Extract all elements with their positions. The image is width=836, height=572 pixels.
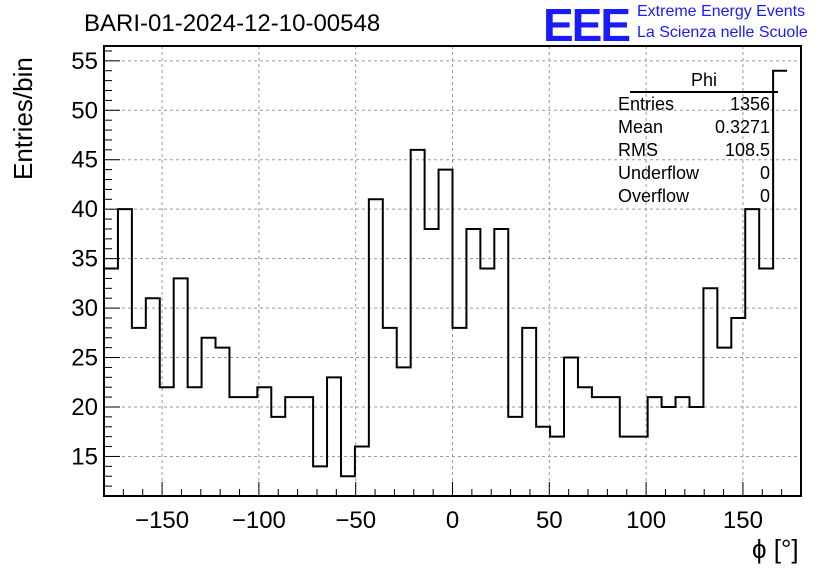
histogram-bin: [160, 387, 174, 496]
y-tick-label: 25: [71, 345, 98, 372]
histogram-bin: [285, 397, 299, 496]
y-tick-label: 55: [71, 48, 98, 75]
stats-label: Entries: [618, 94, 675, 114]
stats-label: Underflow: [618, 163, 700, 183]
histogram-bin: [522, 328, 536, 496]
histogram-bin: [188, 387, 202, 496]
histogram-bin: [118, 209, 132, 496]
stats-row-overflow: Overflow 0: [610, 185, 778, 208]
x-tick-label: −50: [335, 507, 376, 534]
stats-box: Phi Entries 1356 Mean 0.3271 RMS 108.5 U…: [610, 70, 778, 208]
histogram-bin: [327, 377, 341, 496]
stats-value: 0: [759, 186, 770, 206]
histogram-bin: [578, 387, 592, 496]
x-tick-label: 0: [446, 507, 459, 534]
histogram-bin: [146, 298, 160, 496]
histogram-bin: [536, 427, 550, 496]
logo-line-2: La Scienza nelle Scuole: [637, 24, 808, 41]
stats-value: 0: [759, 163, 770, 183]
histogram-bin: [174, 278, 188, 496]
histogram-bin: [202, 338, 216, 496]
stats-value: 0.3271: [714, 117, 770, 137]
stats-name: Phi: [630, 70, 778, 93]
histogram-bin: [355, 447, 369, 496]
histogram-bin: [480, 269, 494, 496]
histogram-bin: [299, 397, 313, 496]
histogram-bin: [648, 397, 662, 496]
histogram-bin: [745, 209, 759, 496]
stats-row-rms: RMS 108.5: [610, 139, 778, 162]
histogram-bin: [466, 229, 480, 496]
histogram-bin: [369, 199, 383, 496]
logo-line-1: Extreme Energy Events: [637, 3, 806, 20]
histogram-bin: [689, 407, 703, 496]
histogram-bin: [592, 397, 606, 496]
histogram-bin: [104, 269, 118, 496]
histogram-bin: [216, 348, 230, 496]
histogram-bin: [439, 170, 453, 496]
histogram-bin: [243, 397, 257, 496]
histogram-bin: [132, 328, 146, 496]
histogram-bin: [425, 229, 439, 496]
histogram-bin: [731, 318, 745, 496]
histogram-bin: [634, 437, 648, 496]
x-tick-label: 100: [626, 507, 666, 534]
histogram-bin: [411, 150, 425, 496]
x-tick-label: −100: [232, 507, 286, 534]
histogram-bin: [257, 387, 271, 496]
y-tick-label: 20: [71, 394, 98, 421]
histogram-bin: [759, 269, 773, 496]
stats-value: 108.5: [724, 140, 770, 160]
y-axis-label: Entries/bin: [8, 57, 38, 180]
stats-label: Overflow: [618, 186, 690, 206]
y-tick-label: 45: [71, 147, 98, 174]
eee-logo: EEE: [543, 0, 631, 51]
y-tick-label: 40: [71, 196, 98, 223]
histogram-bin: [453, 328, 467, 496]
histogram-bin: [606, 397, 620, 496]
y-axis: 15 20 25 30 35 40 45 50 55: [71, 48, 120, 487]
histogram-bin: [229, 397, 243, 496]
y-tick-label: 35: [71, 246, 98, 273]
x-axis-label: ϕ [°]: [752, 534, 799, 564]
stats-label: RMS: [618, 140, 658, 160]
stats-value: 1356: [729, 94, 770, 114]
histogram-bin: [564, 358, 578, 496]
chart-title: BARI-01-2024-12-10-00548: [84, 10, 381, 37]
histogram-bin: [550, 437, 564, 496]
y-tick-label: 30: [71, 295, 98, 322]
histogram-bin: [676, 397, 690, 496]
histogram-outline: [104, 69, 788, 478]
histogram-bin: [341, 476, 355, 496]
histogram-bin: [383, 328, 397, 496]
stats-row-underflow: Underflow 0: [610, 162, 778, 185]
stats-label: Mean: [618, 117, 664, 137]
x-axis: −150 −100 −50 0 50 100 150: [103, 482, 802, 534]
histogram-bin: [494, 229, 508, 496]
histogram-bin: [508, 417, 522, 496]
histogram-bin: [703, 288, 717, 496]
histogram-bin: [620, 437, 634, 496]
histogram-bin: [271, 417, 285, 496]
histogram-bin: [662, 407, 676, 496]
stats-row-entries: Entries 1356: [610, 93, 778, 116]
histogram-bin: [313, 466, 327, 496]
y-tick-label: 50: [71, 97, 98, 124]
histogram-bin: [397, 367, 411, 496]
y-tick-label: 15: [71, 443, 98, 470]
x-tick-label: 50: [536, 507, 563, 534]
stats-row-mean: Mean 0.3271: [610, 116, 778, 139]
x-tick-label: −150: [135, 507, 189, 534]
histogram-bin: [717, 348, 731, 496]
x-tick-label: 150: [723, 507, 763, 534]
